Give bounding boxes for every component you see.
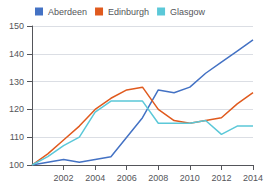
svg-text:110: 110 — [10, 132, 24, 142]
svg-text:2004: 2004 — [85, 173, 105, 183]
svg-text:2010: 2010 — [180, 173, 200, 183]
svg-text:2006: 2006 — [117, 173, 137, 183]
svg-text:100: 100 — [9, 160, 24, 170]
svg-text:2008: 2008 — [148, 173, 168, 183]
svg-text:140: 140 — [9, 49, 24, 59]
svg-text:Edinburgh: Edinburgh — [108, 7, 149, 17]
svg-text:130: 130 — [9, 77, 24, 87]
svg-text:120: 120 — [9, 104, 24, 114]
svg-text:2002: 2002 — [54, 173, 74, 183]
svg-text:150: 150 — [9, 21, 24, 31]
svg-text:2012: 2012 — [211, 173, 231, 183]
svg-text:Glasgow: Glasgow — [170, 7, 206, 17]
svg-text:2014: 2014 — [243, 173, 263, 183]
svg-text:Aberdeen: Aberdeen — [48, 7, 87, 17]
